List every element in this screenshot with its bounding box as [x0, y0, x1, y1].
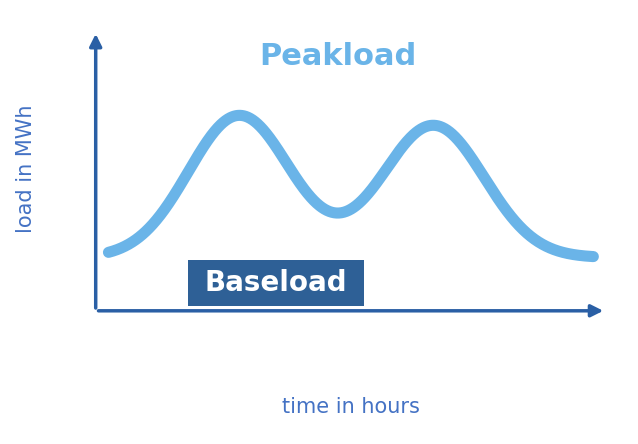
FancyBboxPatch shape: [188, 260, 364, 306]
Text: Baseload: Baseload: [205, 269, 347, 297]
Text: Peakload: Peakload: [260, 42, 417, 71]
Text: time in hours: time in hours: [282, 397, 420, 417]
Text: load in MWh: load in MWh: [15, 104, 36, 233]
